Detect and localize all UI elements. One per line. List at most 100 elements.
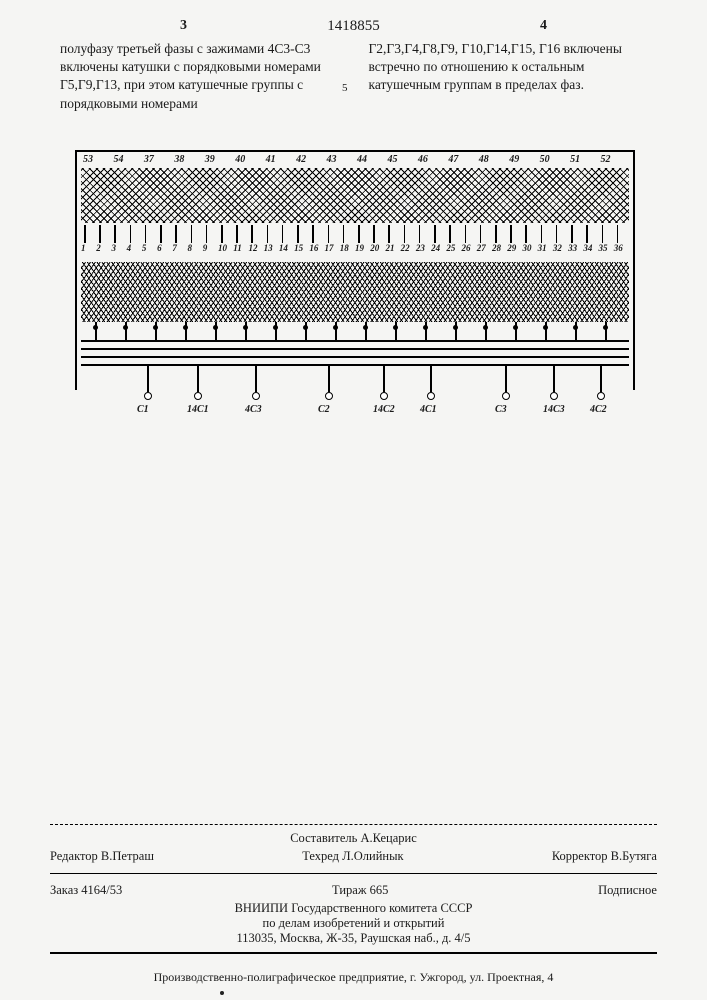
winding-bottom-hatch (81, 262, 629, 322)
top-slot-44: 44 (357, 154, 367, 165)
slot-tick (510, 225, 512, 243)
slot-tick (556, 225, 558, 243)
frame-left (75, 150, 77, 390)
joint-drop (545, 322, 547, 342)
slot-tick (617, 225, 619, 243)
winding-top-hatch (81, 168, 629, 223)
terminal-circle (325, 392, 333, 400)
hr-3 (50, 952, 657, 954)
mid-slot-19: 19 (355, 243, 364, 253)
circulation: Тираж 665 (332, 883, 388, 898)
slot-tick (84, 225, 86, 243)
col-num-right: 4 (540, 18, 547, 34)
techred: Техред Л.Олийнык (302, 849, 403, 864)
frame-right (633, 150, 635, 390)
slot-tick (267, 225, 269, 243)
slot-tick (175, 225, 177, 243)
mid-slot-12: 12 (248, 243, 257, 253)
footer: Составитель А.Кецарис Редактор В.Петраш … (50, 818, 657, 960)
top-slot-47: 47 (448, 154, 458, 165)
top-slot-43: 43 (327, 154, 337, 165)
terminal-drop (147, 364, 149, 392)
slot-tick (495, 225, 497, 243)
joint-drop (305, 322, 307, 342)
top-slot-40: 40 (235, 154, 245, 165)
mid-slot-24: 24 (431, 243, 440, 253)
terminal-label-4С2: 4С2 (590, 404, 607, 415)
slot-tick (282, 225, 284, 243)
slot-tick (434, 225, 436, 243)
mid-slot-28: 28 (492, 243, 501, 253)
mid-slot-29: 29 (507, 243, 516, 253)
top-slot-42: 42 (296, 154, 306, 165)
top-slot-48: 48 (479, 154, 489, 165)
joint-drop (95, 322, 97, 342)
patent-number: 1418855 (327, 18, 380, 35)
slot-tick (343, 225, 345, 243)
slot-tick (541, 225, 543, 243)
slot-tick (251, 225, 253, 243)
mid-slot-4: 4 (127, 243, 132, 253)
hr-1 (50, 824, 657, 825)
printer-line: Производственно-полиграфическое предприя… (50, 970, 657, 985)
joint-drop (215, 322, 217, 342)
order: Заказ 4164/53 (50, 883, 122, 898)
joint-drop (455, 322, 457, 342)
top-slot-41: 41 (266, 154, 276, 165)
slot-tick (373, 225, 375, 243)
mid-slot-34: 34 (583, 243, 592, 253)
slot-tick (388, 225, 390, 243)
top-slot-37: 37 (144, 154, 154, 165)
mid-slot-32: 32 (553, 243, 562, 253)
terminal-drop (383, 364, 385, 392)
mid-slot-25: 25 (446, 243, 455, 253)
mid-slot-18: 18 (340, 243, 349, 253)
joint-drop (245, 322, 247, 342)
slot-tick (404, 225, 406, 243)
slot-tick (328, 225, 330, 243)
joint-drop (365, 322, 367, 342)
slot-tick (312, 225, 314, 243)
slot-tick (449, 225, 451, 243)
mid-slot-13: 13 (264, 243, 273, 253)
terminal-drop (255, 364, 257, 392)
slot-tick (114, 225, 116, 243)
slot-tick (465, 225, 467, 243)
joint-drop (125, 322, 127, 342)
terminal-circle (380, 392, 388, 400)
mid-slot-31: 31 (538, 243, 547, 253)
slot-tick (586, 225, 588, 243)
mid-slot-14: 14 (279, 243, 288, 253)
terminal-circle (194, 392, 202, 400)
terminal-drop (600, 364, 602, 392)
frame-top (75, 150, 635, 152)
terminal-label-4С1: 4С1 (420, 404, 437, 415)
col-num-left: 3 (180, 18, 187, 34)
mid-slot-16: 16 (309, 243, 318, 253)
winding-diagram: 535437383940414243444546474849505152 123… (75, 140, 635, 450)
top-slot-51: 51 (570, 154, 580, 165)
slot-tick (358, 225, 360, 243)
joint-drop (275, 322, 277, 342)
terminal-circle (144, 392, 152, 400)
bus-3 (81, 356, 629, 358)
slot-tick (602, 225, 604, 243)
slot-tick (419, 225, 421, 243)
terminal-label-14С1: 14С1 (187, 404, 209, 415)
slot-tick (99, 225, 101, 243)
slot-tick (145, 225, 147, 243)
terminal-label-С2: С2 (318, 404, 330, 415)
mid-slot-27: 27 (477, 243, 486, 253)
top-slot-52: 52 (601, 154, 611, 165)
mid-slot-11: 11 (233, 243, 242, 253)
mid-slot-20: 20 (370, 243, 379, 253)
slot-tick (236, 225, 238, 243)
terminal-label-С1: С1 (137, 404, 149, 415)
mid-slot-22: 22 (401, 243, 410, 253)
mid-slot-1: 1 (81, 243, 86, 253)
dot (220, 991, 224, 995)
slot-tick (206, 225, 208, 243)
slot-tick (130, 225, 132, 243)
slot-tick (480, 225, 482, 243)
corrector: Корректор В.Бутяга (552, 849, 657, 864)
